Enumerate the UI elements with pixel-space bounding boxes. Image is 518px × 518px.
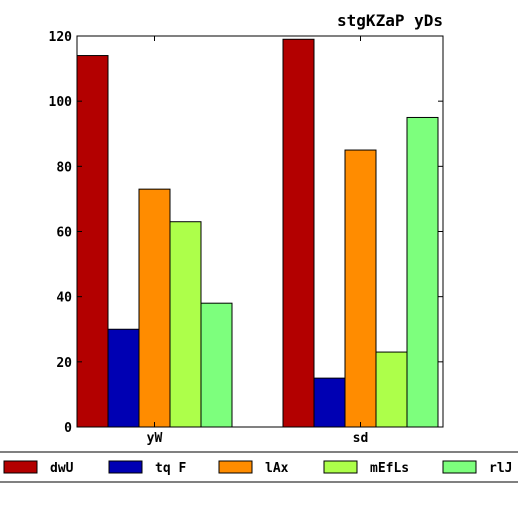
bar-rlj-sd: [406, 116, 439, 428]
legend-swatch: [442, 460, 477, 474]
y-tick-label: 0: [64, 421, 72, 436]
legend-label: lAx: [265, 461, 289, 476]
y-tick-label: 20: [56, 356, 72, 371]
y-tick-label: 120: [49, 30, 73, 45]
bar-dwu-yw: [76, 55, 109, 428]
bar-lax-yw: [138, 188, 171, 428]
legend-swatch: [3, 460, 38, 474]
legend-label: mEfLs: [370, 461, 409, 476]
legend-swatch: [108, 460, 143, 474]
bar-tq-f-yw: [107, 328, 140, 428]
legend-swatch: [218, 460, 253, 474]
bars-group: [76, 38, 439, 428]
legend: dwU tq F lAx mEfLs rlJ: [0, 451, 518, 483]
bar-mefls-sd: [375, 351, 408, 428]
x-tick-label: yW: [147, 431, 163, 446]
bar-tq-f-sd: [313, 377, 346, 428]
x-axis: yW sd: [147, 36, 369, 446]
legend-frame: [0, 451, 518, 483]
y-tick-label: 60: [56, 226, 72, 241]
legend-label: rlJ: [489, 461, 512, 476]
x-tick-label: sd: [353, 431, 369, 446]
legend-label: dwU: [50, 461, 74, 476]
chart-title: stgKZaP yDs: [337, 11, 443, 30]
bar-lax-sd: [344, 149, 377, 428]
bar-rlj-yw: [200, 302, 233, 428]
legend-swatch: [323, 460, 358, 474]
y-tick-label: 80: [56, 160, 72, 175]
y-tick-label: 100: [49, 95, 73, 110]
bar-dwu-sd: [282, 38, 315, 428]
bar-mefls-yw: [169, 221, 202, 428]
y-tick-label: 40: [56, 291, 72, 306]
legend-label: tq F: [155, 461, 186, 476]
y-axis: 0 20 40 60 80 100 120: [49, 30, 443, 436]
